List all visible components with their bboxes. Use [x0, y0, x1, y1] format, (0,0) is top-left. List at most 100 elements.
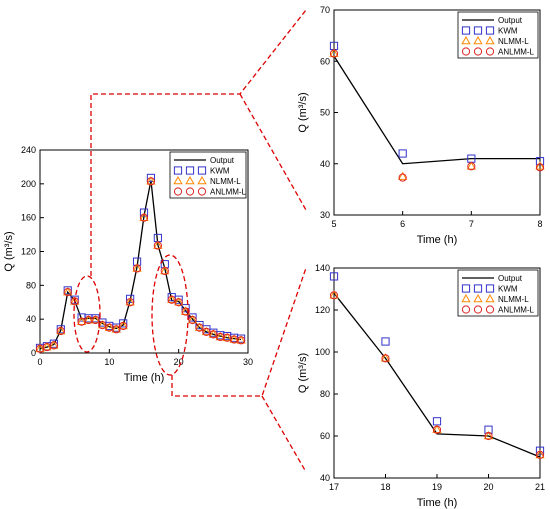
x-tick-label: 0 — [37, 357, 42, 367]
data-point-nlmm-l — [535, 161, 545, 170]
zoom-connectors — [73, 9, 307, 473]
x-tick-label: 20 — [174, 357, 184, 367]
data-point-nlmm-l — [174, 297, 184, 306]
legend-marker — [461, 284, 471, 293]
data-point-nlmm-l — [104, 322, 114, 331]
x-axis-label: Time (h) — [417, 234, 458, 246]
y-tick-label: 120 — [21, 247, 36, 257]
x-tick-label: 20 — [483, 482, 493, 492]
legend-marker — [461, 305, 471, 314]
legend-label: ANLMM-L — [210, 188, 247, 197]
legend-marker — [173, 175, 183, 185]
data-point-nlmm-l — [160, 265, 170, 275]
data-point-nlmm-l — [329, 48, 339, 57]
x-tick-label: 18 — [380, 482, 390, 492]
data-point-nlmm-l — [70, 296, 80, 305]
legend-marker — [473, 47, 483, 56]
chart-zoom-bottom: 17 18 19 20 21 40 60 80 100 120 140 Time (h) Q (m³/s… — [297, 263, 545, 509]
highlight-ellipse-left — [73, 275, 101, 353]
legend-marker — [461, 26, 471, 35]
data-point-nlmm-l — [56, 325, 66, 335]
y-tick-label: 40 — [320, 159, 330, 169]
y-tick-label: 80 — [320, 389, 330, 399]
data-point-nlmm-l — [215, 331, 225, 341]
data-point-anlmm-l — [329, 49, 339, 58]
series-nlmm-l — [35, 176, 246, 353]
legend-marker — [197, 175, 207, 185]
x-tick-label: 5 — [331, 219, 336, 229]
data-point-nlmm-l — [49, 340, 59, 349]
data-point-anlmm-l — [535, 450, 545, 459]
data-point-nlmm-l — [90, 314, 101, 324]
y-axis-label: Q (m³/s) — [3, 231, 15, 271]
data-point-kwm — [329, 272, 339, 281]
data-point-anlmm-l — [188, 315, 197, 325]
data-point-kwm — [126, 294, 135, 303]
y-tick-label: 140 — [315, 263, 330, 273]
series-anlmm-l — [35, 177, 246, 353]
connector-bottom-upper — [171, 267, 307, 397]
legend-marker — [473, 35, 483, 45]
legend-marker — [485, 26, 495, 35]
x-tick-label: 10 — [104, 357, 114, 367]
data-point-nlmm-l — [208, 329, 218, 338]
y-tick-label: 70 — [320, 5, 330, 15]
connector-top-lower — [239, 93, 307, 211]
data-point-kwm — [535, 157, 545, 166]
x-tick-label: 19 — [432, 482, 442, 492]
data-point-nlmm-l — [329, 290, 339, 299]
y-tick-label: 80 — [26, 280, 36, 290]
data-point-kwm — [535, 446, 545, 455]
data-point-anlmm-l — [160, 266, 169, 276]
legend-marker — [485, 305, 495, 314]
series-anlmm-l — [329, 49, 545, 182]
data-point-nlmm-l — [483, 430, 494, 440]
legend-marker — [461, 47, 471, 56]
data-point-kwm — [195, 320, 204, 330]
legend-label: Output — [210, 156, 235, 165]
data-point-nlmm-l — [167, 294, 177, 304]
data-point-nlmm-l — [229, 334, 239, 343]
x-tick-label: 6 — [400, 219, 405, 229]
data-point-nlmm-l — [398, 171, 408, 180]
data-point-nlmm-l — [236, 335, 246, 344]
data-point-kwm — [119, 319, 128, 328]
data-point-nlmm-l — [42, 342, 52, 351]
data-point-anlmm-l — [91, 315, 100, 325]
data-point-anlmm-l — [467, 162, 476, 171]
legend-marker — [473, 305, 483, 314]
connector-bottom-lower — [261, 395, 307, 473]
data-point-anlmm-l — [195, 323, 204, 332]
chart-zoom-top: 5 6 7 8 30 40 50 60 70 Time (h) Q (m³/s) Output KWMN… — [297, 5, 545, 246]
series-nlmm-l — [329, 48, 545, 180]
chart-main: 0 10 20 30 0 40 80 120 160 200 240 Time (h) Q (m³/s)… — [3, 145, 253, 384]
legend-label: NLMM-L — [498, 37, 529, 46]
legend-marker — [173, 166, 183, 175]
data-point-kwm — [381, 337, 390, 346]
data-point-nlmm-l — [222, 332, 232, 342]
data-point-anlmm-l — [63, 288, 72, 297]
x-tick-label: 8 — [537, 219, 542, 229]
data-point-nlmm-l — [63, 287, 73, 296]
legend-marker — [185, 187, 195, 196]
y-tick-label: 0 — [31, 348, 36, 358]
data-point-anlmm-l — [432, 425, 442, 434]
data-point-anlmm-l — [181, 307, 190, 316]
data-point-nlmm-l — [125, 297, 135, 306]
x-axis-label: Time (h) — [124, 372, 165, 384]
series-nlmm-l — [329, 290, 545, 459]
data-point-anlmm-l — [126, 298, 135, 307]
data-point-anlmm-l — [209, 330, 218, 339]
x-tick-label: 21 — [535, 482, 545, 492]
legend-marker — [485, 47, 495, 56]
data-point-anlmm-l — [153, 241, 162, 250]
data-point-kwm — [139, 208, 149, 217]
y-tick-label: 200 — [21, 179, 36, 189]
data-point-anlmm-l — [132, 264, 142, 273]
data-point-anlmm-l — [119, 321, 128, 331]
data-point-kwm — [484, 425, 493, 434]
legend-label: NLMM-L — [498, 295, 529, 304]
